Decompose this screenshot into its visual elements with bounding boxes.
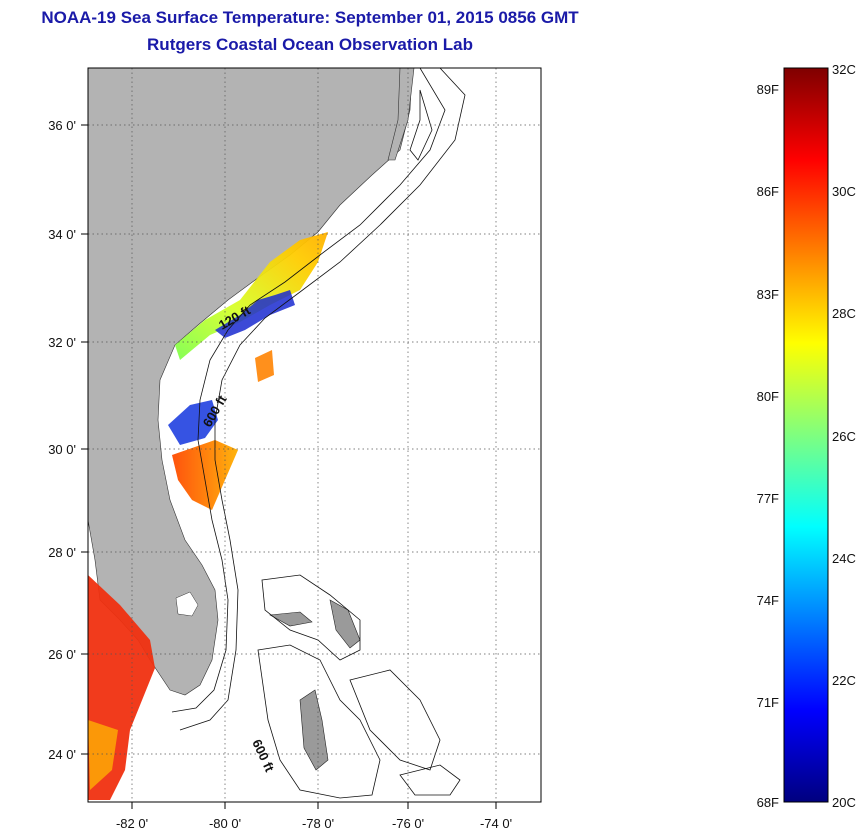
cbar-c-label: 30C [832, 184, 856, 199]
bathymetry-contours [171, 68, 466, 799]
cbar-f-label: 77F [757, 491, 779, 506]
cbar-f-label: 83F [757, 287, 779, 302]
cbar-c-label: 26C [832, 429, 856, 444]
lat-label: 28 0' [48, 545, 76, 560]
bahamas-abaco [329, 599, 361, 649]
cbar-f-label: 89F [757, 82, 779, 97]
sst-swath-sw-fl-yellow [88, 720, 118, 790]
lake-okeechobee [175, 591, 199, 617]
sst-swath-blue-patches [215, 290, 295, 338]
lat-label: 34 0' [48, 227, 76, 242]
lat-label: 30 0' [48, 442, 76, 457]
cbar-c-label: 32C [832, 62, 856, 77]
cbar-f-label: 80F [757, 389, 779, 404]
cbar-c-label: 24C [832, 551, 856, 566]
lon-label: -78 0' [302, 816, 334, 831]
lon-label: -82 0' [116, 816, 148, 831]
map-ticks [81, 124, 497, 809]
lat-label: 26 0' [48, 647, 76, 662]
map-grid [88, 68, 541, 802]
cbar-f-label: 71F [757, 695, 779, 710]
cbar-f-label: 86F [757, 184, 779, 199]
lat-label: 36 0' [48, 118, 76, 133]
lat-label: 32 0' [48, 335, 76, 350]
map-frame [87, 67, 542, 803]
cbar-c-label: 22C [832, 673, 856, 688]
lat-label: 24 0' [48, 747, 76, 762]
cbar-c-label: 28C [832, 306, 856, 321]
lon-label: -80 0' [209, 816, 241, 831]
map-title: NOAA-19 Sea Surface Temperature: Septemb… [41, 8, 579, 27]
bahamas-grand [269, 611, 313, 627]
sst-swath-mid [255, 350, 274, 382]
cbar-f-label: 68F [757, 795, 779, 810]
outer-banks [387, 68, 415, 161]
sst-swath-fl-east [172, 440, 238, 510]
map-subtitle: Rutgers Coastal Ocean Observation Lab [147, 35, 473, 54]
colorbar-bar [783, 67, 829, 803]
cbar-c-label: 20C [832, 795, 856, 810]
sst-swath-north-fl [168, 400, 218, 445]
bahamas-andros [299, 689, 329, 771]
cbar-f-label: 74F [757, 593, 779, 608]
lon-label: -74 0' [480, 816, 512, 831]
lon-label: -76 0' [392, 816, 424, 831]
sst-swath-georgia-sc [175, 232, 328, 360]
